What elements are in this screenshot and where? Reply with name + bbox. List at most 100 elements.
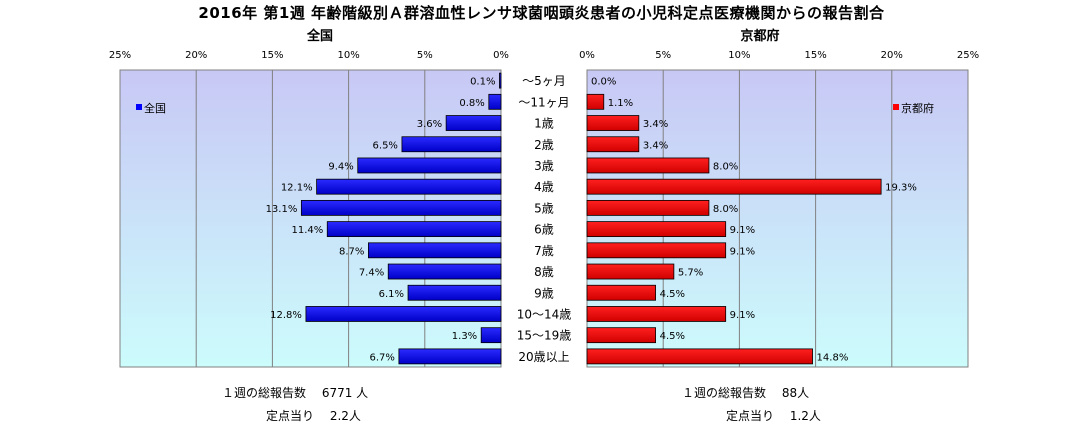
national-per-site: 定点当り 2.2人: [266, 409, 361, 423]
left-tick-label: 25%: [109, 50, 131, 61]
right-bar: [586, 284, 656, 301]
left-tick-label: 20%: [185, 50, 207, 61]
left-data-label: 0.1%: [470, 77, 495, 88]
right-tick-label: 25%: [957, 50, 979, 61]
right-data-label: 4.5%: [660, 331, 685, 342]
left-data-label: 8.7%: [339, 246, 364, 257]
right-bar: [586, 136, 640, 153]
national-total-reports: １週の総報告数 6771 人: [222, 386, 369, 400]
left-legend-label: 全国: [144, 101, 166, 115]
right-data-label: 3.4%: [643, 119, 668, 130]
left-bar: [401, 136, 502, 153]
right-tick-label: 20%: [881, 50, 903, 61]
left-data-label: 0.8%: [459, 98, 484, 109]
category-label: 15～19歳: [517, 329, 572, 343]
left-panel-title: 全国: [306, 28, 333, 44]
left-bar: [407, 284, 502, 301]
left-bar: [488, 93, 502, 110]
right-data-label: 9.1%: [730, 310, 755, 321]
category-label: ～11ヶ月: [518, 95, 569, 109]
right-legend-label: 京都府: [901, 101, 934, 115]
category-label: ～5ヶ月: [522, 74, 566, 88]
left-tick-label: 10%: [337, 50, 359, 61]
right-data-label: 8.0%: [713, 161, 738, 172]
left-data-label: 9.4%: [328, 161, 353, 172]
left-bar: [445, 115, 502, 131]
right-tick-label: 10%: [728, 50, 750, 61]
category-label: 10～14歳: [517, 307, 572, 321]
right-data-label: 1.1%: [608, 98, 633, 109]
left-plot-border: [119, 69, 502, 368]
kyoto-per-site: 定点当り 1.2人: [726, 409, 821, 423]
left-data-label: 11.4%: [291, 225, 323, 236]
left-data-label: 12.8%: [270, 310, 302, 321]
left-bar: [387, 263, 502, 280]
left-data-label: 6.7%: [369, 352, 394, 363]
right-bar: [586, 199, 710, 216]
right-bar: [586, 221, 727, 238]
right-bar: [586, 306, 727, 322]
left-bar: [368, 242, 502, 259]
right-legend-swatch: [893, 104, 899, 110]
right-data-label: 3.4%: [643, 140, 668, 151]
left-bar: [398, 348, 502, 365]
left-data-label: 7.4%: [359, 268, 384, 279]
right-bar: [586, 178, 882, 195]
left-bar: [300, 199, 502, 216]
category-label: 8歳: [534, 265, 554, 279]
left-bar: [357, 157, 502, 174]
right-panel-title: 京都府: [740, 28, 779, 44]
right-data-label: 4.5%: [660, 289, 685, 300]
right-bar: [586, 242, 727, 259]
left-bar: [305, 306, 502, 322]
category-label: 9歳: [534, 286, 554, 300]
right-data-label: 9.1%: [730, 225, 755, 236]
category-label: 20歳以上: [518, 350, 569, 364]
left-panel: 25% 20% 15% 10% 5% 0% 0.1% 0.8% 3.6% 6.5% 9.4% 12.1…: [109, 50, 509, 368]
category-label: 2歳: [534, 138, 554, 152]
left-data-label: 13.1%: [266, 204, 298, 215]
category-label: 6歳: [534, 223, 554, 237]
category-label: 1歳: [534, 117, 554, 131]
category-labels: ～5ヶ月 ～11ヶ月 1歳 2歳 3歳 4歳 5歳 6歳 7歳 8歳 9歳 10～14歳 15～19歳 2…: [517, 74, 572, 364]
right-data-label: 14.8%: [817, 352, 849, 363]
right-tick-label: 15%: [804, 50, 826, 61]
right-data-label: 9.1%: [730, 246, 755, 257]
right-tick-label: 5%: [655, 50, 671, 61]
category-label: 4歳: [534, 180, 554, 194]
right-data-label: 5.7%: [678, 268, 703, 279]
right-bar: [586, 93, 605, 110]
left-data-label: 6.5%: [373, 140, 398, 151]
kyoto-total-reports: １週の総報告数 88人: [682, 386, 810, 400]
right-data-label: 19.3%: [885, 183, 917, 194]
left-data-label: 3.6%: [417, 119, 442, 130]
left-plot-area: [120, 70, 501, 367]
right-data-label: 0.0%: [591, 77, 616, 88]
left-data-label: 6.1%: [379, 289, 404, 300]
category-label: 3歳: [534, 159, 554, 173]
category-label: 7歳: [534, 244, 554, 258]
right-legend: 京都府: [893, 101, 934, 115]
right-bar: [586, 348, 813, 365]
left-legend-swatch: [136, 104, 142, 110]
left-legend: 全国: [136, 101, 166, 115]
chart-title: 2016年 第1週 年齢階級別Ａ群溶血性レンサ球菌咽頭炎患者の小児科定点医療機関…: [198, 4, 885, 22]
category-label: 5歳: [534, 201, 554, 215]
right-panel: 0% 5% 10% 15% 20% 25% 0.0% 1.1% 3.4% 3.4% 8.0% 19.3…: [579, 50, 979, 368]
left-tick-label: 15%: [261, 50, 283, 61]
left-bar: [316, 178, 502, 195]
left-tick-label: 0%: [493, 50, 509, 61]
right-plot-border: [586, 69, 969, 368]
right-data-label: 8.0%: [713, 204, 738, 215]
left-data-label: 12.1%: [281, 183, 313, 194]
left-bar: [499, 72, 502, 89]
left-data-label: 1.3%: [452, 331, 477, 342]
right-tick-label: 0%: [579, 50, 595, 61]
right-bar: [586, 327, 656, 344]
right-bar: [586, 115, 640, 131]
right-bar: [586, 263, 675, 280]
left-bar: [480, 327, 502, 344]
left-bar: [326, 221, 502, 238]
right-bar: [586, 157, 710, 174]
